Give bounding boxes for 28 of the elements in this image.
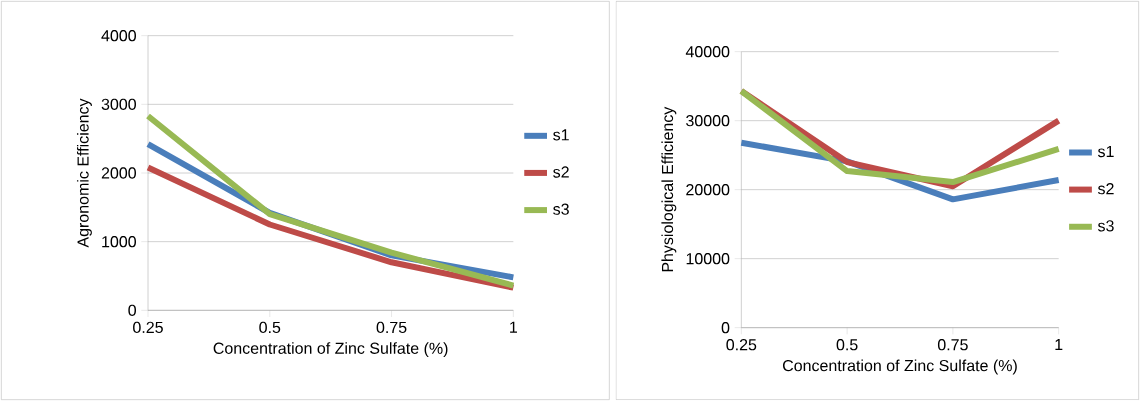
x-axis-title: Concentration of Zinc Sulfate (%): [782, 359, 1017, 375]
x-tick-label: 0.75: [376, 321, 407, 334]
x-tick-label: 0.75: [937, 339, 968, 351]
y-tick-label: 2000: [101, 167, 136, 179]
y-tick-label: 0: [721, 322, 730, 334]
y-tick-label: 30000: [686, 115, 730, 127]
x-tick-label: 0.25: [133, 321, 163, 334]
y-tick-label: 4000: [101, 30, 136, 42]
y-tick-label: 3000: [101, 98, 136, 110]
y-tick-label: 0: [128, 304, 137, 316]
y-tick-label: 20000: [686, 184, 730, 196]
y-axis-title: Physiological Efficiency: [661, 106, 677, 272]
x-axis-title: Concentration of Zinc Sulfate (%): [213, 342, 448, 358]
legend-label: s2: [1097, 183, 1114, 195]
y-axis-title: Agronomic Efficiency: [76, 98, 92, 248]
y-tick-label: 1000: [102, 236, 136, 248]
legend-label: s2: [553, 166, 569, 178]
x-tick-label: 0.5: [259, 321, 281, 334]
legend-label: s3: [1097, 220, 1114, 232]
x-tick-label: 0.5: [836, 339, 858, 351]
x-tick-label: 1: [1055, 339, 1063, 351]
legend-label: s1: [1097, 146, 1114, 158]
legend-label: s1: [553, 129, 569, 141]
y-tick-label: 40000: [685, 46, 730, 58]
legend-label: s3: [553, 203, 569, 215]
x-tick-label: 1: [510, 321, 517, 333]
y-tick-label: 10000: [686, 253, 730, 265]
x-tick-label: 0.25: [726, 339, 757, 351]
